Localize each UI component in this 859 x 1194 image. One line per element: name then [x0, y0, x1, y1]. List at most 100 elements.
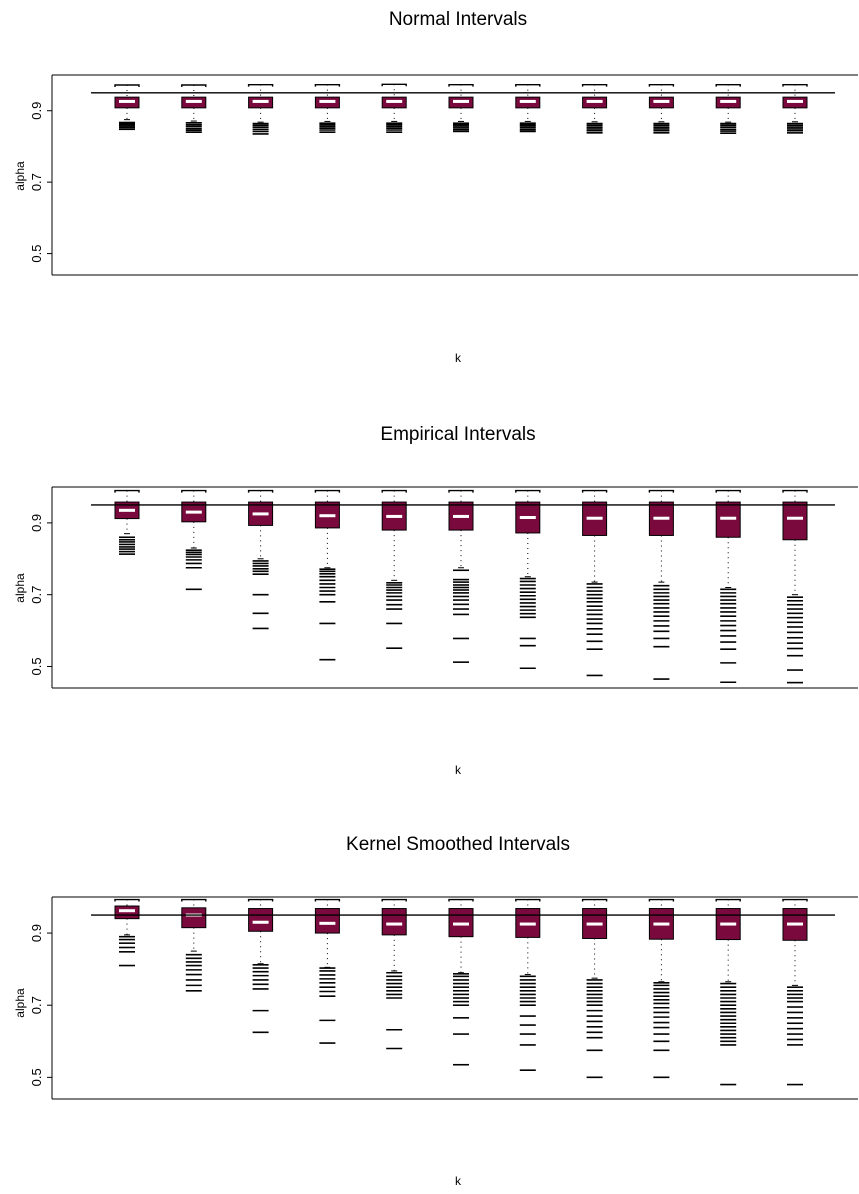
box-4: [314, 898, 341, 1044]
box-rect: [314, 908, 340, 934]
upper-whisker-cap: [715, 898, 741, 902]
median-mark: [185, 99, 202, 103]
panel-title: Empirical Intervals: [380, 424, 535, 445]
median-mark: [453, 99, 469, 103]
upper-whisker-cap: [782, 489, 808, 493]
y-axis-label: alpha: [13, 988, 27, 1018]
upper-whisker-cap: [181, 84, 207, 87]
upper-whisker-cap: [247, 83, 274, 87]
box-rect: [381, 908, 407, 936]
upper-whisker-cap: [114, 84, 140, 87]
box-11: [782, 83, 808, 134]
box-3: [247, 489, 274, 630]
panel-title: Normal Intervals: [389, 9, 527, 30]
box-rect: [114, 905, 140, 920]
box-5: [381, 489, 407, 649]
upper-whisker-cap: [782, 898, 808, 902]
box-10: [715, 898, 741, 1086]
box-rect: [782, 501, 808, 541]
upper-whisker-cap: [515, 898, 541, 902]
median-mark: [787, 922, 803, 926]
median-mark: [453, 922, 469, 926]
box-2: [181, 898, 207, 992]
box-9: [648, 489, 675, 680]
upper-whisker-cap: [715, 489, 741, 493]
box-1: [114, 84, 140, 131]
median-mark: [252, 920, 269, 924]
median-mark: [119, 909, 135, 913]
box-11: [782, 898, 808, 1086]
upper-whisker-cap: [381, 898, 407, 902]
box-8: [581, 83, 608, 134]
median-mark: [653, 516, 670, 520]
box-2: [181, 84, 207, 133]
y-tick-label: 0.5: [29, 657, 44, 675]
y-tick-label: 0.9: [29, 102, 44, 120]
box-2: [181, 489, 207, 591]
median-mark: [453, 514, 469, 518]
box-1: [114, 898, 140, 967]
upper-whisker-cap: [114, 489, 140, 493]
panel-kernel-smoothed-intervals: Kernel Smoothed Intervals alpha k 0.5 0.7…: [13, 834, 858, 1188]
median-mark: [119, 99, 135, 103]
box-10: [715, 489, 741, 684]
upper-whisker-cap: [247, 489, 274, 493]
median-mark: [653, 99, 670, 103]
median-mark: [519, 922, 536, 926]
upper-whisker-cap: [314, 83, 341, 87]
upper-whisker-cap: [314, 898, 341, 902]
median-mark: [586, 99, 603, 103]
upper-whisker-cap: [181, 489, 207, 493]
panel-empirical-intervals: Empirical Intervals alpha k 0.5 0.7 0.9: [13, 424, 858, 777]
box-3: [247, 898, 274, 1034]
median-mark: [586, 516, 603, 520]
upper-whisker-cap: [381, 489, 407, 493]
upper-whisker-cap: [314, 489, 341, 493]
box-5: [381, 83, 407, 133]
median-mark: [586, 922, 603, 926]
y-tick-label: 0.9: [29, 514, 44, 532]
median-mark: [319, 99, 336, 103]
median-mark: [653, 922, 670, 926]
box-4: [314, 489, 341, 661]
median-mark: [787, 99, 803, 103]
box-7: [515, 83, 541, 133]
box-6: [448, 898, 474, 1066]
upper-whisker-cap: [515, 489, 541, 493]
box-rect: [248, 908, 274, 932]
box-8: [581, 489, 608, 677]
box-11: [782, 489, 808, 684]
y-tick-label: 0.7: [29, 586, 44, 604]
upper-whisker-cap: [782, 83, 808, 87]
median-mark: [720, 922, 737, 926]
box-7: [515, 898, 541, 1071]
upper-whisker-cap: [247, 898, 274, 902]
upper-whisker-cap: [515, 83, 541, 87]
box-10: [715, 83, 741, 135]
box-4: [314, 83, 341, 133]
upper-whisker-cap: [648, 898, 675, 902]
upper-whisker-cap: [648, 489, 675, 493]
median-mark: [720, 99, 737, 103]
box-rect: [181, 907, 207, 929]
box-9: [648, 898, 675, 1079]
box-5: [381, 898, 407, 1050]
median-mark: [185, 510, 202, 514]
y-tick-label: 0.7: [29, 996, 44, 1014]
x-axis-label: k: [455, 763, 462, 777]
y-tick-label: 0.5: [29, 245, 44, 263]
upper-whisker-cap: [114, 898, 140, 902]
median-mark: [519, 99, 536, 103]
y-tick-label: 0.5: [29, 1068, 44, 1086]
median-mark: [720, 516, 737, 520]
box-7: [515, 489, 541, 670]
upper-whisker-cap: [448, 83, 474, 87]
median-mark: [386, 514, 403, 518]
upper-whisker-cap: [581, 489, 608, 493]
panel-title: Kernel Smoothed Intervals: [346, 834, 570, 855]
upper-whisker-cap: [581, 898, 608, 902]
y-axis-label: alpha: [13, 573, 27, 603]
x-axis-label: k: [455, 1174, 462, 1188]
box-6: [448, 489, 474, 663]
